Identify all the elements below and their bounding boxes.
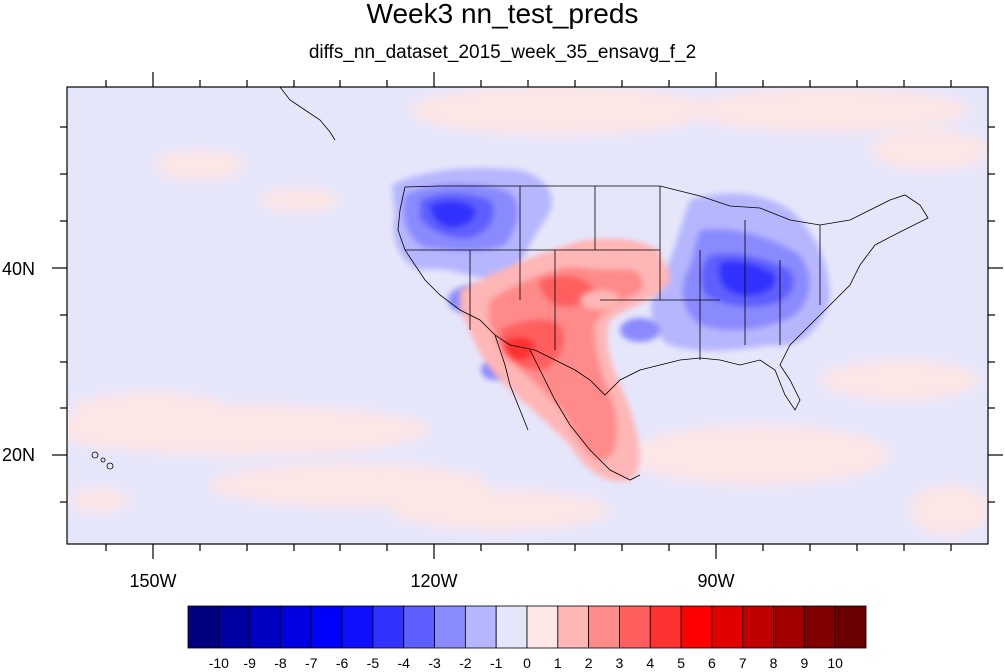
lon-tick-label-120w: 120W: [410, 571, 457, 591]
colorbar-swatch: [249, 605, 281, 649]
colorbar-label: -2: [459, 655, 472, 671]
coastline: [397, 185, 929, 481]
colorbar-swatch: [341, 605, 374, 649]
colorbar-swatch: [649, 605, 682, 649]
colorbar-label: -7: [305, 655, 318, 671]
axis-ticks: [52, 72, 1003, 559]
anomaly-field: [67, 87, 988, 535]
colorbar-label: 6: [708, 655, 716, 671]
colorbar-label: -5: [367, 655, 380, 671]
colorbar-label: -3: [428, 655, 441, 671]
colorbar-swatch: [464, 605, 497, 649]
lon-tick-label-150w: 150W: [129, 571, 176, 591]
colorbar-swatch: [711, 605, 744, 649]
colorbar-swatch: [495, 605, 528, 649]
colorbar-swatch: [834, 605, 867, 649]
colorbar-swatch: [526, 605, 559, 649]
colorbar-swatch: [187, 605, 220, 649]
colorbar-label: 10: [827, 655, 843, 671]
colorbar-swatch: [310, 605, 343, 649]
lon-tick-label-90w: 90W: [697, 571, 734, 591]
colorbar-label: -4: [398, 655, 411, 671]
colorbar-label: 7: [739, 655, 747, 671]
chart-subtitle: diffs_nn_dataset_2015_week_35_ensavg_f_2: [308, 42, 697, 63]
colorbar-label: -9: [243, 655, 256, 671]
colorbar-label: -6: [336, 655, 349, 671]
colorbar-label: 3: [616, 655, 624, 671]
colorbar-label: 2: [585, 655, 593, 671]
colorbar-label: 9: [800, 655, 808, 671]
lat-tick-label-20n: 20N: [2, 445, 35, 465]
colorbar-swatch: [372, 605, 405, 649]
colorbar-label: 4: [646, 655, 654, 671]
lat-tick-label-40n: 40N: [2, 259, 35, 279]
colorbar-swatch: [588, 605, 620, 649]
colorbar-label: 5: [677, 655, 685, 671]
hawaii-islands: [91, 451, 114, 470]
colorbar-label: 0: [523, 655, 531, 671]
colorbar-swatch: [557, 605, 590, 649]
colorbar-label: 1: [554, 655, 562, 671]
colorbar-swatch: [773, 605, 805, 649]
colorbar-label: 8: [770, 655, 778, 671]
colorbar-label: -1: [490, 655, 503, 671]
alaska-coastline: [279, 87, 336, 141]
colorbar-label: -8: [274, 655, 287, 671]
colorbar-swatch: [218, 605, 251, 649]
colorbar-swatch: [680, 605, 713, 649]
chart-title: Week3 nn_test_preds: [366, 0, 639, 29]
colorbar-swatch: [434, 605, 466, 649]
colorbar-swatch: [619, 605, 651, 649]
colorbar-swatch: [803, 605, 836, 649]
colorbar-label: -10: [209, 655, 229, 671]
colorbar-swatch: [742, 605, 774, 649]
colorbar-swatch: [403, 605, 435, 649]
colorbar-swatch: [280, 605, 312, 649]
colorbar: -10 -9 -8 -7 -6 -5 -4 -3 -2 -1 0 1 2 3 4 5 6 7 8 9 10: [187, 605, 867, 671]
